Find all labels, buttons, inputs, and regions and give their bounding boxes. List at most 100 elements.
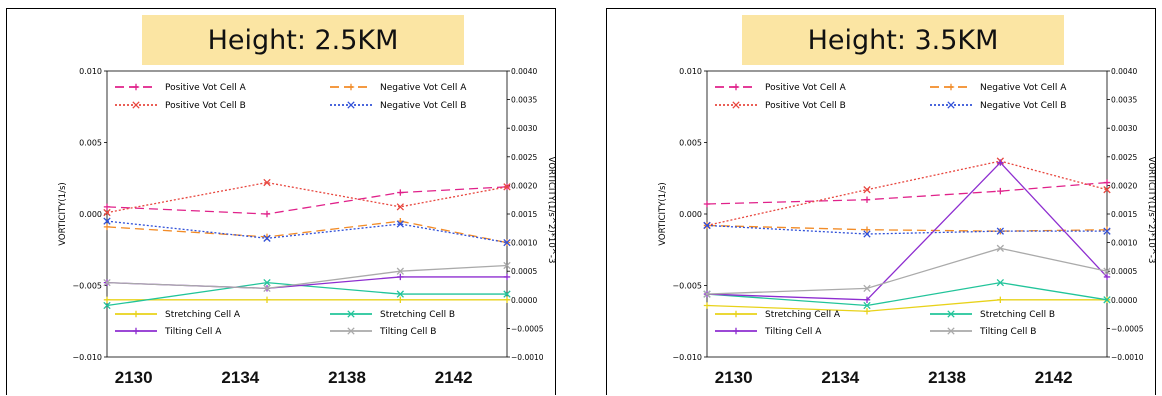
chart-title: Height: 2.5KM — [142, 15, 464, 65]
data-point — [397, 273, 404, 281]
data-point — [863, 196, 871, 203]
x-tick-label: 2134 — [821, 368, 859, 387]
y2-tick-label: 0.0000 — [511, 296, 537, 305]
y2-tick-label: 0.0010 — [511, 239, 537, 248]
y2-axis-title: VORTICITY(1/s^2)*10^-3 — [1146, 157, 1156, 264]
data-point — [703, 290, 711, 298]
y2-tick-label: −0.0005 — [511, 324, 544, 333]
legend-marker — [347, 101, 355, 109]
legend-marker — [947, 101, 955, 109]
y2-tick-label: 0.0025 — [1111, 153, 1137, 162]
data-point — [863, 308, 871, 315]
data-point — [263, 284, 271, 293]
data-point — [263, 278, 271, 287]
x-tick-label: 2130 — [715, 368, 753, 387]
data-point — [863, 186, 871, 194]
x-tick-label: 2142 — [435, 368, 473, 387]
data-point — [1103, 227, 1111, 235]
legend-marker — [132, 327, 140, 335]
y2-tick-label: −0.0010 — [511, 353, 544, 362]
y2-tick-label: 0.0035 — [511, 96, 537, 105]
legend-label: Stretching Cell B — [980, 310, 1055, 320]
data-point — [996, 278, 1004, 287]
data-point — [1103, 179, 1111, 186]
y-axis-title: VORTICITY(1/s) — [58, 182, 68, 246]
series-line — [706, 161, 1108, 301]
y2-tick-label: 0.0015 — [1111, 210, 1137, 219]
legend-marker — [732, 83, 740, 91]
data-point — [396, 203, 404, 211]
data-point — [103, 301, 111, 310]
y2-tick-label: 0.0035 — [1111, 96, 1137, 105]
y2-tick-label: 0.0005 — [511, 267, 537, 276]
series-line — [706, 247, 1108, 295]
y-tick-label: −0.010 — [672, 353, 702, 362]
data-point — [1103, 296, 1111, 304]
legend-marker — [347, 327, 355, 335]
series-line — [106, 264, 508, 290]
data-point — [503, 290, 511, 298]
x-tick-label: 2138 — [328, 368, 366, 387]
legend-label: Stretching Cell A — [765, 310, 841, 320]
series-line — [106, 220, 508, 244]
legend-label: Tilting Cell A — [164, 327, 222, 337]
legend-marker — [732, 310, 740, 318]
y2-tick-label: 0.0020 — [511, 181, 537, 190]
legend-label: Stretching Cell A — [165, 310, 241, 320]
legend-marker — [347, 83, 355, 91]
series-line — [106, 186, 508, 215]
chart-plot-left: 0.010 0.005 0.000 −0.005 −0.010 0.0040 0.0035 0… — [58, 67, 556, 387]
legend-marker — [132, 101, 140, 109]
x-tick-label: 2138 — [928, 368, 966, 387]
data-point — [103, 278, 111, 287]
y2-tick-label: 0.0010 — [1111, 239, 1137, 248]
series-line — [106, 281, 507, 307]
legend-label: Negative Vot Cell B — [380, 101, 466, 111]
y-tick-label: 0.010 — [79, 67, 102, 76]
legend-marker — [132, 83, 140, 91]
legend-marker — [132, 310, 140, 318]
y2-tick-label: −0.0005 — [1111, 324, 1144, 333]
data-point — [503, 238, 511, 247]
data-point — [1103, 267, 1111, 275]
y2-tick-label: 0.0020 — [1111, 181, 1137, 190]
data-point — [997, 159, 1004, 166]
data-point — [103, 223, 111, 231]
data-point — [263, 178, 271, 187]
legend-marker — [947, 327, 955, 335]
y-tick-label: −0.010 — [72, 353, 102, 362]
chart-panel-right: Height: 3.5KM 0.010 0.005 0.000 −0.005 −0.01… — [606, 8, 1156, 395]
series-line — [106, 220, 508, 244]
x-tick-label: 2134 — [221, 368, 259, 387]
data-point — [396, 267, 404, 275]
data-point — [703, 221, 711, 230]
data-point — [397, 189, 404, 196]
y-tick-label: −0.005 — [72, 282, 102, 291]
legend-label: Positive Vot Cell A — [765, 83, 847, 93]
x-tick-label: 2130 — [115, 368, 153, 387]
series-line — [106, 181, 508, 214]
data-point — [263, 296, 271, 303]
legend-label: Tilting Cell B — [379, 327, 436, 337]
y2-tick-label: 0.0000 — [1111, 296, 1137, 305]
y-tick-label: −0.005 — [672, 282, 702, 291]
data-point — [103, 217, 111, 225]
data-point — [863, 230, 871, 238]
legend-label: Negative Vot Cell A — [980, 83, 1067, 93]
chart-panel-left: Height: 2.5KM 0.010 0.005 0.000 −0.005 −0.01… — [6, 8, 556, 395]
legend-label: Positive Vot Cell B — [765, 101, 846, 111]
data-point — [863, 301, 871, 310]
data-point — [863, 296, 871, 303]
data-point — [1103, 186, 1111, 194]
legend-marker — [732, 101, 740, 109]
data-point — [396, 220, 404, 228]
chart-title: Height: 3.5KM — [742, 15, 1064, 65]
data-point — [997, 187, 1004, 195]
legend-label: Negative Vot Cell B — [980, 101, 1066, 111]
data-point — [1103, 273, 1111, 281]
y2-tick-label: 0.0015 — [511, 210, 537, 219]
y-tick-label: 0.010 — [679, 67, 702, 76]
y2-tick-label: −0.0010 — [1111, 353, 1144, 362]
data-point — [103, 203, 111, 211]
y2-tick-label: 0.0040 — [511, 67, 537, 76]
